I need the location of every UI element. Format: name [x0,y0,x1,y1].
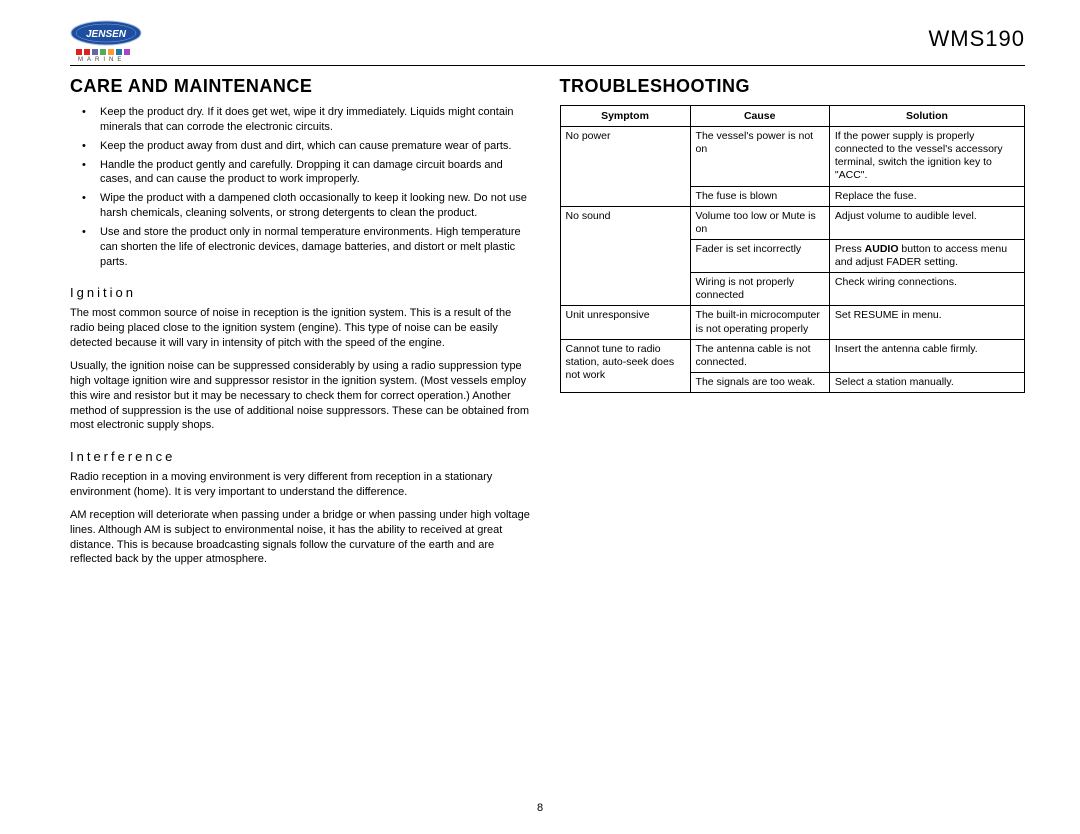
cause-cell: The fuse is blown [690,186,829,206]
solution-cell: Select a station manually. [829,372,1024,392]
cause-cell: The built-in microcomputer is not operat… [690,306,829,339]
ignition-para-2: Usually, the ignition noise can be suppr… [70,359,536,433]
model-number: WMS190 [929,26,1025,52]
right-column: TROUBLESHOOTING SymptomCauseSolution No … [560,76,1026,575]
list-item: Handle the product gently and carefully.… [100,158,536,188]
solution-cell: Check wiring connections. [829,273,1024,306]
solution-cell: Press AUDIO button to access menu and ad… [829,239,1024,272]
list-item: Wipe the product with a dampened cloth o… [100,191,536,221]
brand-logo: JENSEN MARINE [70,20,142,63]
troubleshooting-heading: TROUBLESHOOTING [560,76,1026,97]
interference-heading: Interference [70,449,536,464]
jensen-logo-icon: JENSEN [70,20,142,46]
color-swatch [116,49,122,55]
color-swatch [76,49,82,55]
cause-cell: The antenna cable is not connected. [690,339,829,372]
left-column: CARE AND MAINTENANCE Keep the product dr… [70,76,536,575]
table-row: Cannot tune to radio station, auto-seek … [560,339,1025,372]
symptom-cell: No sound [560,206,690,306]
table-header: Symptom [560,106,690,127]
table-header: Cause [690,106,829,127]
svg-text:JENSEN: JENSEN [86,29,127,40]
page-number: 8 [537,802,543,814]
symptom-cell: No power [560,127,690,207]
color-swatch [84,49,90,55]
solution-cell: Insert the antenna cable firmly. [829,339,1024,372]
ignition-para-1: The most common source of noise in recep… [70,306,536,351]
color-swatch-row [76,49,130,55]
cause-cell: The vessel's power is not on [690,127,829,187]
maintenance-bullet-list: Keep the product dry. If it does get wet… [70,105,536,269]
list-item: Keep the product dry. If it does get wet… [100,105,536,135]
symptom-cell: Cannot tune to radio station, auto-seek … [560,339,690,392]
cause-cell: Wiring is not properly connected [690,273,829,306]
cause-cell: The signals are too weak. [690,372,829,392]
cause-cell: Fader is set incorrectly [690,239,829,272]
solution-cell: If the power supply is properly connecte… [829,127,1024,187]
color-swatch [100,49,106,55]
content-columns: CARE AND MAINTENANCE Keep the product dr… [70,76,1025,575]
list-item: Keep the product away from dust and dirt… [100,139,536,154]
subbrand-label: MARINE [78,57,125,63]
interference-para-2: AM reception will deteriorate when passi… [70,508,536,567]
interference-para-1: Radio reception in a moving environment … [70,470,536,500]
table-row: No powerThe vessel's power is not onIf t… [560,127,1025,187]
ignition-heading: Ignition [70,285,536,300]
cause-cell: Volume too low or Mute is on [690,206,829,239]
troubleshooting-table: SymptomCauseSolution No powerThe vessel'… [560,105,1026,393]
color-swatch [108,49,114,55]
solution-cell: Replace the fuse. [829,186,1024,206]
color-swatch [92,49,98,55]
care-maintenance-heading: CARE AND MAINTENANCE [70,76,536,97]
symptom-cell: Unit unresponsive [560,306,690,339]
solution-cell: Set RESUME in menu. [829,306,1024,339]
table-row: No soundVolume too low or Mute is onAdju… [560,206,1025,239]
table-header: Solution [829,106,1024,127]
table-row: Unit unresponsiveThe built-in microcompu… [560,306,1025,339]
list-item: Use and store the product only in normal… [100,225,536,270]
solution-cell: Adjust volume to audible level. [829,206,1024,239]
page-header: JENSEN MARINE WMS190 [70,20,1025,66]
color-swatch [124,49,130,55]
